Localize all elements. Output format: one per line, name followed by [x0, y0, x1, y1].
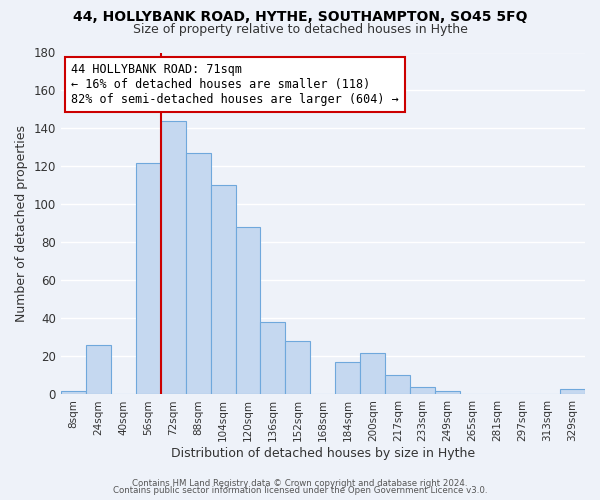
Bar — [185, 153, 211, 394]
Bar — [560, 389, 585, 394]
Bar — [86, 345, 111, 395]
Text: 44, HOLLYBANK ROAD, HYTHE, SOUTHAMPTON, SO45 5FQ: 44, HOLLYBANK ROAD, HYTHE, SOUTHAMPTON, … — [73, 10, 527, 24]
Bar — [385, 376, 410, 394]
Text: Size of property relative to detached houses in Hythe: Size of property relative to detached ho… — [133, 22, 467, 36]
Y-axis label: Number of detached properties: Number of detached properties — [15, 125, 28, 322]
Bar — [410, 387, 435, 394]
Bar — [136, 162, 161, 394]
Bar — [260, 322, 286, 394]
Bar — [286, 342, 310, 394]
Bar — [335, 362, 361, 394]
Bar — [161, 121, 185, 394]
Bar — [236, 228, 260, 394]
Bar — [211, 186, 236, 394]
Text: 44 HOLLYBANK ROAD: 71sqm
← 16% of detached houses are smaller (118)
82% of semi-: 44 HOLLYBANK ROAD: 71sqm ← 16% of detach… — [71, 63, 399, 106]
Text: Contains public sector information licensed under the Open Government Licence v3: Contains public sector information licen… — [113, 486, 487, 495]
Bar — [61, 390, 86, 394]
Text: Contains HM Land Registry data © Crown copyright and database right 2024.: Contains HM Land Registry data © Crown c… — [132, 478, 468, 488]
X-axis label: Distribution of detached houses by size in Hythe: Distribution of detached houses by size … — [171, 447, 475, 460]
Bar — [435, 390, 460, 394]
Bar — [361, 352, 385, 395]
